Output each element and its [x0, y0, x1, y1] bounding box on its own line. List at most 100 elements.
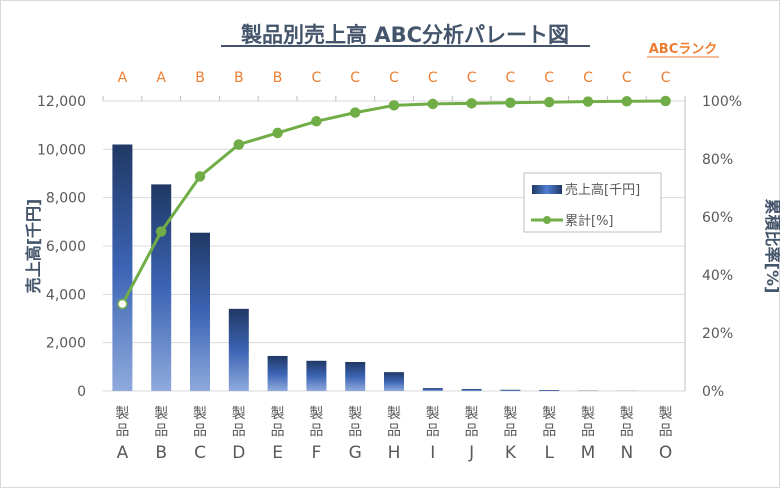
y-tick-label: 0 — [77, 384, 86, 400]
category-prefix-top: 製 — [348, 406, 362, 422]
cumulative-point-I — [428, 99, 437, 108]
bar-K — [500, 390, 520, 391]
bar-J — [462, 389, 482, 391]
y-tick-label: 8,000 — [46, 191, 86, 207]
category-prefix-bottom: 品 — [115, 423, 129, 439]
rank-label-B: A — [156, 70, 166, 86]
category-prefix-top: 製 — [581, 406, 595, 422]
bar-C — [190, 233, 210, 391]
rank-label-L: C — [544, 70, 554, 86]
legend-bar-label: 売上高[千円] — [565, 182, 640, 198]
rank-label-C: B — [195, 70, 205, 86]
category-prefix-top: 製 — [503, 406, 517, 422]
cumulative-point-J — [467, 99, 476, 108]
category-label: C — [194, 443, 206, 463]
y-tick-label: 6,000 — [46, 239, 86, 255]
cumulative-point-M — [584, 97, 593, 106]
y-axis-label: 売上高[千円] — [24, 199, 43, 294]
category-label: D — [232, 443, 245, 463]
rank-label-I: C — [428, 70, 438, 86]
category-label: L — [544, 443, 554, 463]
category-prefix-bottom: 品 — [542, 423, 556, 439]
rank-label-H: C — [389, 70, 399, 86]
category-prefix-bottom: 品 — [154, 423, 168, 439]
category-label: A — [117, 443, 129, 463]
category-label: G — [349, 443, 362, 463]
legend-bar-swatch — [532, 185, 562, 194]
category-label: M — [581, 443, 596, 463]
category-prefix-bottom: 品 — [232, 423, 246, 439]
category-prefix-bottom: 品 — [271, 423, 285, 439]
legend-line-label: 累計[%] — [565, 213, 614, 229]
cumulative-point-O — [661, 97, 670, 106]
category-prefix-top: 製 — [542, 406, 556, 422]
y-tick-label: 2,000 — [46, 336, 86, 352]
category-prefix-bottom: 品 — [348, 423, 362, 439]
y-tick-label: 10,000 — [37, 142, 86, 158]
category-label: I — [430, 443, 435, 463]
rank-label-E: B — [273, 70, 283, 86]
cumulative-point-G — [351, 108, 360, 117]
category-prefix-top: 製 — [271, 406, 285, 422]
category-label: N — [620, 443, 633, 463]
legend-line-marker — [543, 216, 551, 224]
category-prefix-top: 製 — [193, 406, 207, 422]
y-tick-label: 12,000 — [37, 94, 86, 110]
category-prefix-bottom: 品 — [659, 423, 673, 439]
cumulative-point-N — [622, 97, 631, 106]
category-prefix-top: 製 — [620, 406, 634, 422]
legend: 売上高[千円] 累計[%] — [524, 173, 661, 232]
category-prefix-top: 製 — [115, 406, 129, 422]
y2-tick-label: 100% — [702, 94, 742, 110]
bar-H — [384, 372, 404, 391]
bar-A — [112, 145, 132, 392]
category-prefix-top: 製 — [309, 406, 323, 422]
category-prefix-bottom: 品 — [465, 423, 479, 439]
rank-label-O: C — [661, 70, 671, 86]
category-label: O — [659, 443, 672, 463]
cumulative-point-E — [273, 128, 282, 137]
rank-label-M: C — [583, 70, 593, 86]
y2-tick-label: 20% — [702, 326, 733, 342]
category-prefix-top: 製 — [426, 406, 440, 422]
category-prefix-top: 製 — [154, 406, 168, 422]
rank-label-D: B — [234, 70, 244, 86]
category-prefix-top: 製 — [659, 406, 673, 422]
rank-label: ABCランク — [649, 42, 718, 57]
bar-L — [539, 390, 559, 391]
category-prefix-top: 製 — [232, 406, 246, 422]
rank-label-N: C — [622, 70, 632, 86]
category-prefix-bottom: 品 — [387, 423, 401, 439]
y2-tick-label: 0% — [702, 384, 724, 400]
category-prefix-bottom: 品 — [426, 423, 440, 439]
cumulative-point-H — [390, 101, 399, 110]
y2-tick-label: 60% — [702, 210, 733, 226]
rank-label-J: C — [467, 70, 477, 86]
category-prefix-top: 製 — [465, 406, 479, 422]
rank-label-F: C — [312, 70, 322, 86]
y2-axis-label: 累積比率[%] — [763, 199, 780, 294]
cumulative-point-B — [157, 227, 166, 236]
rank-label-A: A — [118, 70, 128, 86]
bar-D — [229, 309, 249, 391]
category-prefix-bottom: 品 — [581, 423, 595, 439]
chart-title: 製品別売上高 ABC分析パレート図 — [240, 23, 569, 47]
cumulative-point-A — [118, 300, 127, 309]
category-label: F — [312, 443, 322, 463]
category-label: E — [272, 443, 283, 463]
y2-tick-label: 80% — [702, 152, 733, 168]
category-label: H — [388, 443, 401, 463]
category-prefix-bottom: 品 — [503, 423, 517, 439]
cumulative-point-K — [506, 98, 515, 107]
bar-B — [151, 184, 171, 391]
rank-label-G: C — [350, 70, 360, 86]
category-prefix-top: 製 — [387, 406, 401, 422]
category-prefix-bottom: 品 — [193, 423, 207, 439]
y2-tick-label: 40% — [702, 268, 733, 284]
cumulative-point-L — [545, 98, 554, 107]
bar-E — [268, 356, 288, 391]
bar-F — [306, 361, 326, 391]
cumulative-point-F — [312, 117, 321, 126]
cumulative-point-D — [234, 140, 243, 149]
